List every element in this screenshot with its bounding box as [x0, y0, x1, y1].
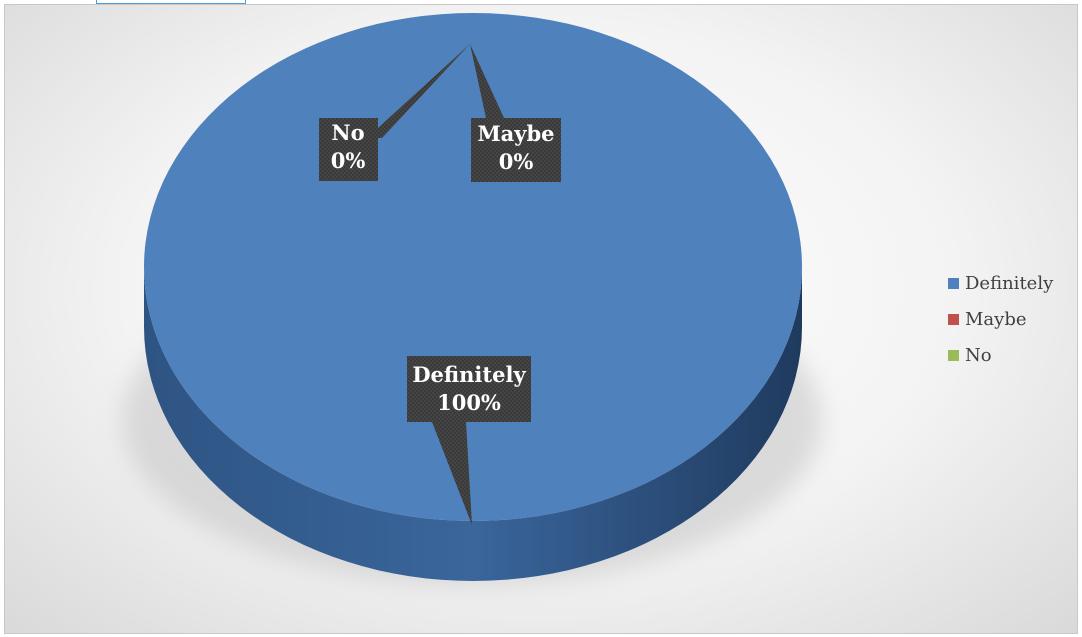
legend-swatch-definitely [948, 277, 959, 289]
top-tab-outline [96, 0, 246, 4]
data-label-no: No 0% [319, 44, 470, 181]
pie-slices [144, 13, 802, 521]
legend-item-definitely: Definitely [948, 265, 1074, 301]
data-label-definitely-value: 100% [437, 390, 501, 415]
data-label-maybe: Maybe 0% [470, 44, 561, 182]
legend-swatch-maybe [948, 313, 959, 325]
data-label-maybe-value: 0% [499, 149, 534, 174]
data-label-no-category: No [331, 120, 364, 145]
data-label-no-value: 0% [331, 148, 366, 173]
legend-label-no: No [965, 344, 992, 366]
data-label-definitely-category: Definitely [412, 362, 526, 387]
legend-item-maybe: Maybe [948, 301, 1074, 337]
legend-item-no: No [948, 337, 1074, 373]
data-label-maybe-category: Maybe [477, 121, 554, 146]
legend-swatch-no [948, 349, 959, 361]
pie-slice-definitely [144, 13, 802, 521]
legend-label-definitely: Definitely [965, 272, 1054, 294]
legend-label-maybe: Maybe [965, 308, 1027, 330]
pie-side-wall [144, 267, 802, 581]
data-label-definitely: Definitely 100% [407, 356, 531, 525]
legend: Definitely Maybe No [948, 265, 1074, 373]
